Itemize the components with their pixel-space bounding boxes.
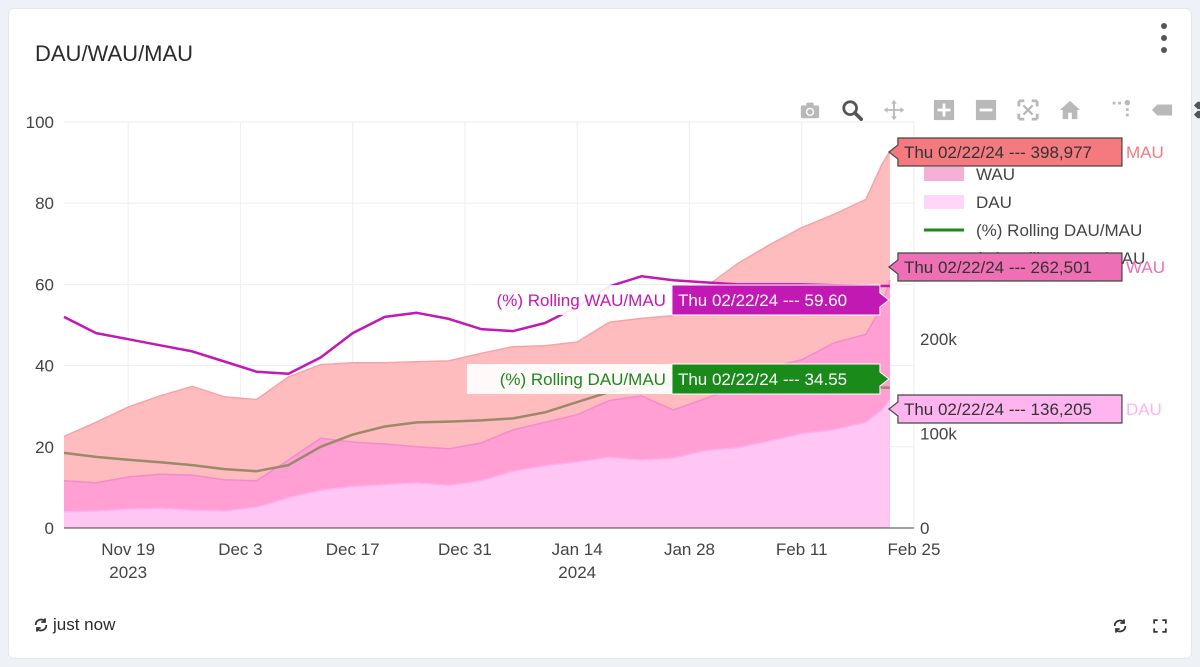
- hover-label-series-name: (%) Rolling WAU/MAU: [497, 291, 666, 310]
- hover-label-text: Thu 02/22/24 --- 398,977: [904, 143, 1092, 162]
- refresh-small-icon: [34, 618, 48, 632]
- legend-entry-label: WAU: [976, 165, 1015, 184]
- refresh-icon[interactable]: [1109, 615, 1131, 637]
- hover-label-box: [887, 394, 1123, 424]
- reset-axes-icon[interactable]: [1057, 97, 1083, 123]
- series-line-rolling-wau-mau: [63, 275, 890, 375]
- legend-swatch: [924, 167, 964, 181]
- footer-actions: [1091, 615, 1171, 637]
- series-area-dau: [64, 399, 890, 528]
- x-tick-label: Feb 11: [776, 540, 828, 559]
- legend-entry-label: (%) Rolling DAU/MAU: [976, 221, 1142, 240]
- x-tick-label: Jan 28: [664, 540, 715, 559]
- hover-label-series-name: DAU: [1126, 400, 1162, 419]
- x-tick-year-label: 2023: [109, 563, 147, 582]
- y-left-tick-label: 60: [35, 275, 54, 294]
- x-tick-year-label: 2024: [558, 563, 596, 582]
- panel-title: DAU/WAU/MAU: [35, 41, 194, 66]
- hover-label-name-bg: [466, 285, 672, 315]
- x-tick-label: Nov 19: [101, 540, 155, 559]
- x-tick-label: Dec 17: [326, 540, 380, 559]
- hover-label-name-bg: [466, 364, 672, 394]
- pan-icon[interactable]: [881, 97, 907, 123]
- hover-label-box: [887, 137, 1123, 167]
- hover-closest-icon[interactable]: [1149, 97, 1175, 123]
- hover-label-box: [887, 252, 1123, 282]
- y-right-tick-label: 200k: [920, 330, 957, 349]
- hover-label-series-name: WAU: [1126, 258, 1165, 277]
- hover-label-series-name: MAU: [1126, 143, 1164, 162]
- legend-swatch: [924, 195, 964, 209]
- hover-label-box: [671, 284, 890, 316]
- hover-label-box: [671, 363, 890, 395]
- y-left-tick-label: 20: [35, 438, 54, 457]
- kebab-menu-icon[interactable]: [1159, 23, 1169, 53]
- y-left-tick-label: 100: [26, 113, 54, 132]
- spike-lines-icon[interactable]: [1107, 97, 1133, 123]
- hover-label-text: Thu 02/22/24 --- 59.60: [678, 291, 847, 310]
- plot-modebar: [797, 97, 1200, 123]
- y-left-tick-label: 40: [35, 357, 54, 376]
- hover-label-text: Thu 02/22/24 --- 136,205: [904, 400, 1092, 419]
- fullscreen-icon[interactable]: [1149, 615, 1171, 637]
- zoom-out-icon[interactable]: [973, 97, 999, 123]
- x-tick-label: Dec 3: [218, 540, 262, 559]
- y-right-tick-label: 0: [920, 519, 929, 538]
- y-left-tick-label: 80: [35, 194, 54, 213]
- legend-entry-label: DAU: [976, 193, 1012, 212]
- hover-label-series-name: (%) Rolling DAU/MAU: [500, 370, 666, 389]
- series-line-mau: [63, 150, 891, 438]
- y-left-tick-label: 0: [45, 519, 54, 538]
- hover-label-text: Thu 02/22/24 --- 34.55: [678, 370, 847, 389]
- chart-card: DAU/WAU/MAU 0 20 40: [8, 8, 1200, 659]
- hover-label-text: Thu 02/22/24 --- 262,501: [904, 258, 1092, 277]
- autoscale-icon[interactable]: [1015, 97, 1041, 123]
- series-line-dau: [63, 398, 891, 513]
- hover-compare-icon[interactable]: [1191, 97, 1200, 123]
- camera-icon[interactable]: [797, 97, 823, 123]
- chart-svg[interactable]: 0 20 40 60 80 100 0 100k 200k Nov 19 2023 Dec 3 Dec …: [9, 9, 1193, 609]
- refresh-label: just now: [53, 615, 116, 634]
- x-tick-label: Feb 25: [888, 540, 941, 559]
- y-right-tick-label: 100k: [920, 425, 957, 444]
- x-tick-label: Dec 31: [438, 540, 492, 559]
- refresh-status[interactable]: just now: [33, 615, 115, 635]
- x-tick-label: Jan 14: [552, 540, 603, 559]
- zoom-icon[interactable]: [839, 97, 865, 123]
- zoom-in-icon[interactable]: [931, 97, 957, 123]
